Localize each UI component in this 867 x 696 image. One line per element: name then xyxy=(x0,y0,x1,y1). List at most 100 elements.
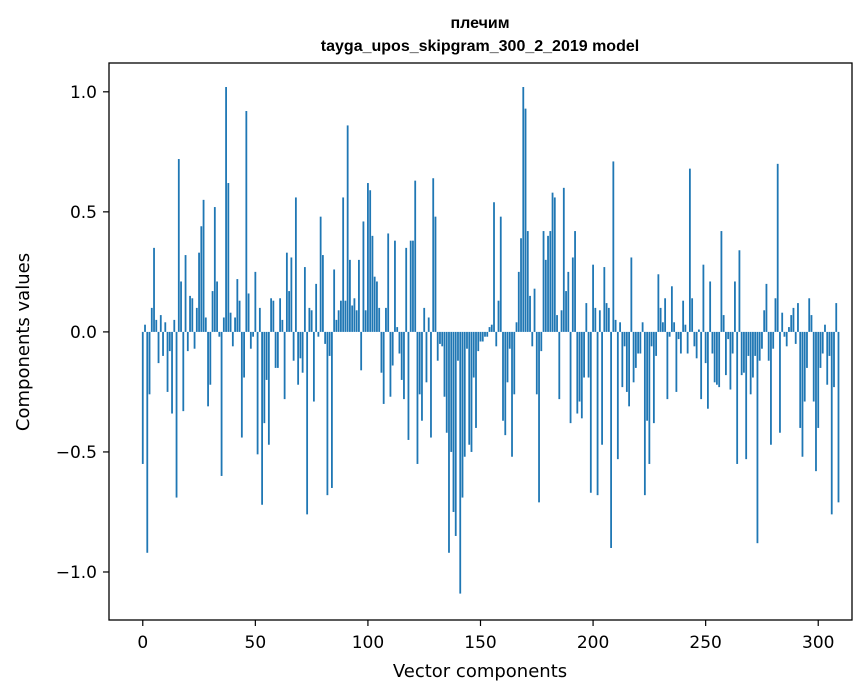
bar-component-264 xyxy=(736,331,739,464)
bar-component-97 xyxy=(360,331,363,371)
bar-component-75 xyxy=(310,310,313,332)
bar-component-52 xyxy=(258,307,261,332)
x-tick-label: 300 xyxy=(802,633,834,653)
bars-group xyxy=(141,87,840,594)
bar-component-111 xyxy=(391,331,394,366)
bar-component-88 xyxy=(340,300,342,332)
bar-component-70 xyxy=(299,331,302,359)
bar-component-124 xyxy=(421,331,423,421)
bar-component-95 xyxy=(355,310,358,332)
bar-component-216 xyxy=(628,331,630,407)
bar-component-22 xyxy=(191,298,194,332)
bar-component-92 xyxy=(349,259,351,332)
bar-component-17 xyxy=(180,281,182,332)
bar-component-231 xyxy=(661,322,664,332)
bar-component-131 xyxy=(436,331,439,361)
bar-component-117 xyxy=(405,247,408,332)
bar-component-308 xyxy=(835,303,838,332)
bar-component-217 xyxy=(630,257,633,332)
bar-component-123 xyxy=(418,331,421,395)
bar-component-243 xyxy=(688,168,691,332)
x-tick-label: 0 xyxy=(137,633,148,653)
bar-component-81 xyxy=(324,331,327,344)
bar-component-0 xyxy=(141,331,144,464)
bar-component-203 xyxy=(598,310,601,332)
bar-component-171 xyxy=(526,231,529,332)
bar-component-90 xyxy=(344,300,347,332)
bar-component-249 xyxy=(702,264,705,332)
bar-component-251 xyxy=(707,331,709,409)
bar-component-248 xyxy=(700,331,703,400)
bar-component-24 xyxy=(195,307,198,332)
bar-component-282 xyxy=(776,163,779,332)
x-tick-label: 50 xyxy=(245,633,267,653)
bar-component-200 xyxy=(592,264,594,332)
bar-component-68 xyxy=(294,197,297,332)
y-axis-ticks: 1.0 0.5 0.0 −0.5 −1.0 xyxy=(56,83,109,583)
bar-component-147 xyxy=(472,331,475,378)
bar-component-139 xyxy=(454,331,457,536)
bar-component-31 xyxy=(211,291,214,332)
bar-component-228 xyxy=(655,331,658,356)
bar-component-3 xyxy=(148,331,151,395)
bar-component-234 xyxy=(668,331,671,337)
bar-component-220 xyxy=(637,331,640,354)
bar-component-5 xyxy=(153,247,155,332)
bar-component-276 xyxy=(763,310,766,332)
bar-component-187 xyxy=(562,187,565,332)
bar-component-93 xyxy=(351,305,354,332)
bar-component-39 xyxy=(229,312,232,332)
bar-component-176 xyxy=(538,331,540,503)
bar-component-122 xyxy=(416,331,419,464)
y-tick-label: 1.0 xyxy=(70,83,97,103)
bar-component-191 xyxy=(571,257,574,332)
bar-component-91 xyxy=(346,125,349,332)
bar-component-37 xyxy=(225,87,227,332)
chart-title-model: tayga_upos_skipgram_300_2_2019 model xyxy=(321,38,639,55)
bar-component-174 xyxy=(533,288,536,332)
bar-component-190 xyxy=(569,331,572,424)
bar-component-165 xyxy=(513,331,516,395)
bar-component-256 xyxy=(718,331,721,388)
bar-component-263 xyxy=(734,281,736,332)
bar-component-120 xyxy=(412,240,414,332)
bar-component-210 xyxy=(614,319,617,332)
bar-component-85 xyxy=(333,269,336,332)
bar-component-305 xyxy=(828,331,831,356)
bar-component-257 xyxy=(720,231,723,332)
bar-component-36 xyxy=(222,317,225,332)
bar-component-250 xyxy=(704,331,707,364)
bar-component-141 xyxy=(459,331,462,594)
bar-component-59 xyxy=(274,331,277,368)
bar-component-179 xyxy=(544,259,547,332)
bar-component-61 xyxy=(279,298,282,332)
bar-component-269 xyxy=(747,331,750,356)
bar-component-15 xyxy=(175,331,178,498)
bar-component-107 xyxy=(382,331,385,404)
x-tick-label: 250 xyxy=(689,633,721,653)
bar-component-150 xyxy=(479,331,482,342)
bar-component-195 xyxy=(580,331,583,419)
bar-component-69 xyxy=(297,331,300,385)
bar-component-184 xyxy=(556,315,558,332)
bar-component-65 xyxy=(288,291,291,332)
bar-component-272 xyxy=(754,331,757,356)
bar-component-241 xyxy=(684,324,687,332)
bar-component-271 xyxy=(752,331,754,378)
bar-component-172 xyxy=(529,295,531,332)
bar-component-104 xyxy=(376,281,378,332)
bar-component-181 xyxy=(549,231,552,332)
bar-component-289 xyxy=(792,307,795,332)
bar-component-242 xyxy=(686,331,689,354)
y-tick-label: −0.5 xyxy=(56,443,97,463)
bar-component-278 xyxy=(767,331,770,361)
bar-component-126 xyxy=(425,331,428,383)
bar-component-149 xyxy=(477,331,480,352)
bar-component-99 xyxy=(364,310,367,332)
bar-component-79 xyxy=(319,216,322,332)
bar-component-160 xyxy=(502,331,504,421)
bar-component-281 xyxy=(774,298,777,332)
bar-component-18 xyxy=(182,331,185,412)
bar-component-44 xyxy=(240,331,243,438)
x-tick-label: 200 xyxy=(577,633,609,653)
